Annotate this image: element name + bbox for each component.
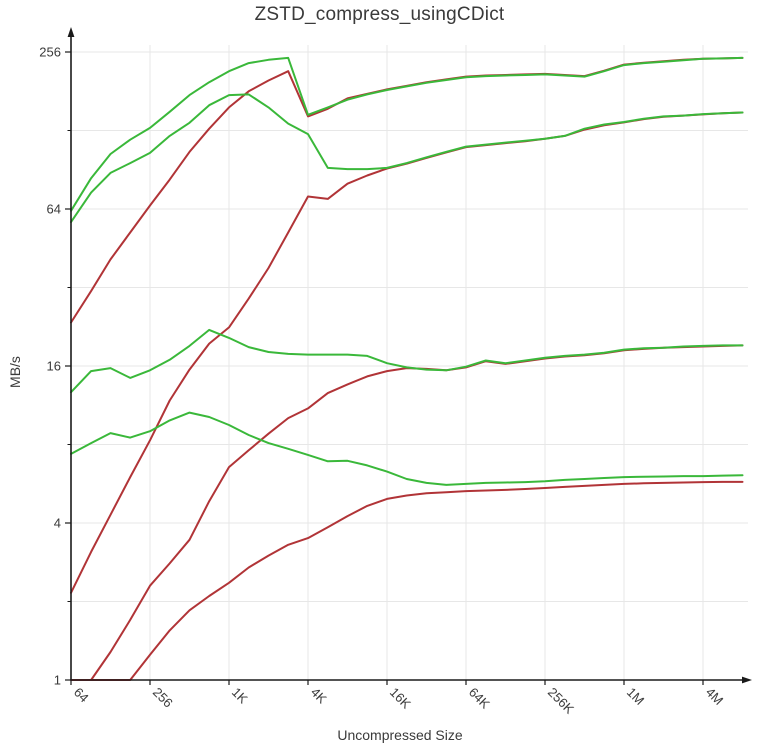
- chart-title: ZSTD_compress_usingCDict: [254, 4, 505, 25]
- x-tick-label: 4M: [703, 685, 726, 708]
- x-tick-label: 4K: [308, 685, 330, 707]
- red-top-line: [70, 56, 744, 324]
- green-mid-line: [70, 328, 744, 394]
- y-tick-label: 4: [54, 516, 61, 531]
- x-tick-label: 64K: [466, 685, 493, 712]
- x-axis-arrow-icon: [742, 676, 752, 684]
- green-bottom-line: [70, 411, 744, 486]
- y-axis-arrow-icon: [67, 27, 75, 37]
- y-tick-label: 1: [54, 673, 61, 688]
- x-tick-label: 256K: [545, 685, 577, 717]
- y-tick-label: 64: [47, 202, 61, 217]
- x-tick-label: 16K: [387, 685, 414, 712]
- red-upper-mid-line: [70, 111, 744, 594]
- y-tick-label: 16: [47, 359, 61, 374]
- y-axis-label: MB/s: [7, 356, 23, 388]
- red-bottom-line: [70, 480, 744, 681]
- x-tick-label: 1M: [624, 685, 647, 708]
- x-tick-label: 256: [150, 685, 176, 711]
- green-top-line: [70, 56, 744, 212]
- x-axis-label: Uncompressed Size: [337, 727, 463, 743]
- green-upper-mid-line: [70, 93, 744, 224]
- x-tick-label: 64: [71, 685, 92, 706]
- x-tick-label: 1K: [229, 685, 251, 707]
- y-tick-label: 256: [39, 45, 61, 60]
